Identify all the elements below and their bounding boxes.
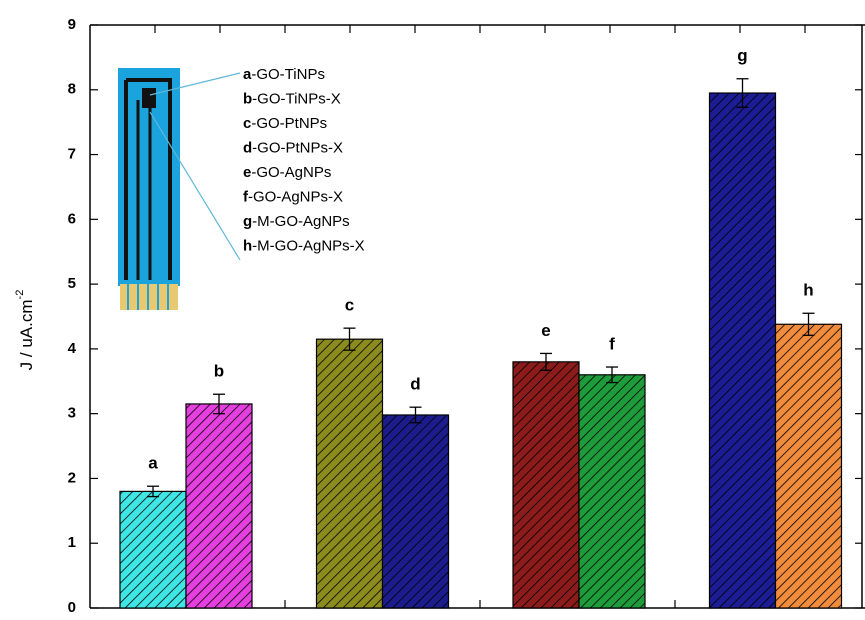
bar-label: e (541, 321, 550, 340)
bar (186, 404, 252, 608)
bar (513, 362, 579, 608)
bar-label: h (803, 281, 813, 300)
bar (120, 491, 186, 608)
legend-entry: h-M-GO-AgNPs-X (243, 237, 365, 254)
legend-entry: a-GO-TiNPs (243, 66, 325, 83)
bar-label: b (214, 362, 224, 381)
legend: a-GO-TiNPsb-GO-TiNPs-Xc-GO-PtNPsd-GO-PtN… (243, 66, 365, 255)
y-tick-label: 4 (68, 340, 77, 357)
legend-key: g (243, 213, 252, 230)
legend-entry: c-GO-PtNPs (243, 115, 327, 132)
bar-label: c (345, 296, 354, 315)
y-tick-label: 2 (68, 469, 76, 486)
legend-text: -M-GO-AgNPs-X (252, 237, 365, 254)
bar-label: f (609, 335, 615, 354)
legend-entry: e-GO-AgNPs (243, 164, 331, 181)
y-tick-label: 9 (68, 16, 76, 33)
legend-text: -GO-TiNPs-X (252, 90, 341, 107)
legend-text: -GO-AgNPs-X (248, 188, 343, 205)
bar-label: a (148, 454, 158, 473)
bar (710, 93, 776, 608)
bar (383, 415, 449, 608)
y-tick-label: 0 (68, 599, 76, 615)
legend-entry: f-GO-AgNPs-X (243, 188, 343, 205)
legend-text: -GO-PtNPs-X (252, 139, 343, 156)
legend-text: -GO-TiNPs (251, 66, 325, 83)
bar-label: d (410, 375, 420, 394)
bar (776, 324, 842, 608)
y-tick-label: 1 (68, 534, 76, 551)
legend-key: d (243, 139, 252, 156)
legend-entry: d-GO-PtNPs-X (243, 139, 343, 156)
legend-text: -GO-PtNPs (251, 115, 327, 132)
y-tick-label: 3 (68, 405, 76, 422)
chart: a-GO-TiNPsb-GO-TiNPs-Xc-GO-PtNPsd-GO-PtN… (0, 0, 865, 615)
y-tick-label: 7 (68, 146, 76, 163)
y-tick-label: 6 (68, 210, 76, 227)
legend-key: h (243, 237, 252, 254)
legend-entry: b-GO-TiNPs-X (243, 90, 341, 107)
legend-text: -M-GO-AgNPs (252, 213, 350, 230)
bar-label: g (737, 46, 747, 65)
sensor-inset (118, 68, 240, 310)
legend-key: c (243, 115, 251, 132)
legend-key: e (243, 164, 251, 181)
bar (317, 339, 383, 608)
bar (579, 375, 645, 608)
y-axis-title: J / uA.cm-2 (14, 290, 37, 371)
y-tick-label: 5 (68, 275, 76, 292)
legend-entry: g-M-GO-AgNPs (243, 213, 350, 230)
legend-key: b (243, 90, 252, 107)
legend-text: -GO-AgNPs (251, 164, 331, 181)
y-tick-label: 8 (68, 81, 76, 98)
